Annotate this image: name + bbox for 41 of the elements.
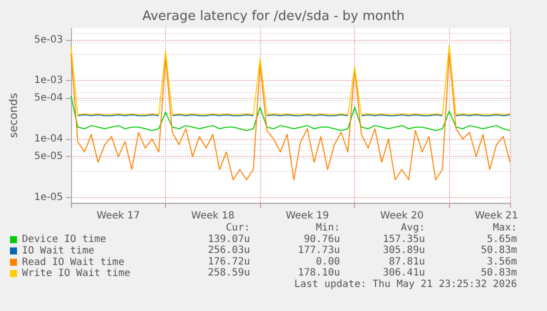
text: 3.56m: [486, 256, 517, 268]
text: 87.81u: [388, 256, 425, 268]
line-series: [70, 45, 510, 116]
text: 50.83m: [480, 268, 517, 279]
text: Max:: [492, 222, 517, 234]
text: 90.76u: [304, 234, 340, 245]
text: Min:: [316, 222, 340, 234]
x-tick-label: Week 17: [96, 210, 140, 222]
text: 157.35u: [382, 234, 425, 245]
line-series: [70, 95, 510, 131]
text: 256.03u: [208, 245, 250, 256]
x-tick-label: Week 21: [474, 210, 518, 222]
legend-label: Write IO Wait time: [22, 268, 130, 280]
text: 50.83m: [480, 245, 517, 256]
legend-label: Read IO Wait time: [22, 256, 124, 268]
text: 305.89u: [382, 245, 425, 256]
y-tick-label: 1e-03: [34, 75, 63, 86]
text: Cur:: [226, 222, 250, 234]
y-tick-label: 5e-05: [34, 151, 63, 162]
text: Last update: Thu May 21 23:25:32 2026: [294, 279, 517, 290]
text: 177.73u: [298, 245, 340, 256]
text: 0.00: [316, 256, 340, 268]
y-tick-label: 1e-04: [34, 134, 63, 145]
text: 176.72u: [208, 256, 250, 268]
legend-label: IO Wait time: [22, 245, 94, 256]
text: 306.41u: [382, 268, 425, 279]
y-tick-label: 1e-05: [34, 192, 63, 203]
text: Avg:: [400, 222, 425, 234]
x-tick-label: Week 19: [286, 210, 330, 222]
text: 139.07u: [208, 234, 250, 245]
y-axis-title: seconds: [7, 92, 20, 138]
chart-title: Average latency for /dev/sda - by month: [142, 9, 405, 24]
text: 5.65m: [486, 234, 517, 245]
legend-label: Device IO time: [22, 234, 106, 246]
x-tick-label: Week 18: [191, 210, 234, 222]
x-tick-label: Week 20: [380, 210, 424, 222]
y-tick-label: 5e-04: [34, 92, 63, 104]
text: 178.10u: [298, 268, 340, 279]
line-series: [70, 52, 510, 180]
y-tick-label: 5e-03: [34, 34, 63, 46]
text: 258.59u: [208, 268, 250, 279]
